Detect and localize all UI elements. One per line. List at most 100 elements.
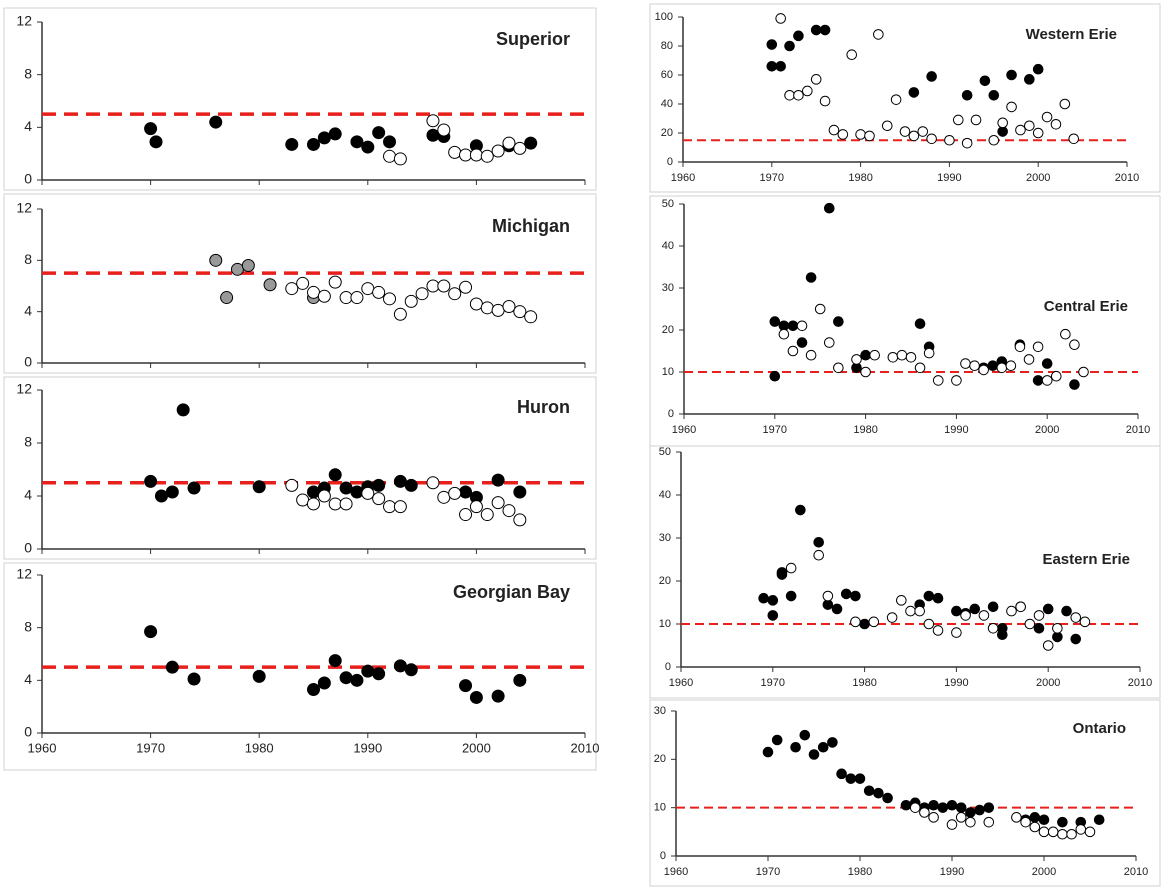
data-point xyxy=(339,671,353,685)
data-point xyxy=(869,349,880,361)
data-point xyxy=(836,768,847,780)
y-tick-label: 80 xyxy=(661,40,673,52)
data-point xyxy=(372,492,386,506)
data-point xyxy=(923,347,935,359)
data-point xyxy=(230,262,244,276)
panel-frame xyxy=(649,445,1161,699)
data-point xyxy=(873,787,884,799)
data-point xyxy=(899,126,911,137)
data-point xyxy=(965,807,976,818)
y-tick-label: 12 xyxy=(16,566,32,582)
data-point xyxy=(769,316,781,327)
data-point xyxy=(987,623,999,634)
data-point xyxy=(766,39,778,50)
data-point xyxy=(928,812,939,823)
x-tick-label: 2010 xyxy=(1115,172,1139,184)
data-point xyxy=(851,354,862,365)
x-tick-label: 2000 xyxy=(1036,677,1060,689)
data-point xyxy=(339,291,353,305)
x-tick-label: 1980 xyxy=(853,424,877,436)
data-point xyxy=(914,362,926,374)
y-tick-label: 8 xyxy=(24,434,32,450)
data-point xyxy=(955,802,967,813)
data-point xyxy=(813,537,825,548)
data-point xyxy=(785,590,797,602)
data-point xyxy=(969,603,981,615)
data-point xyxy=(1032,375,1044,386)
data-point xyxy=(833,362,844,374)
data-point xyxy=(1033,623,1045,634)
data-point xyxy=(1032,63,1044,75)
y-tick-label: 8 xyxy=(24,65,32,81)
data-point xyxy=(905,352,917,363)
data-point xyxy=(296,493,310,507)
data-point xyxy=(859,618,870,630)
y-tick-label: 12 xyxy=(16,13,32,29)
data-point xyxy=(819,95,831,107)
x-tick-label: 1990 xyxy=(353,740,382,755)
y-tick-label: 20 xyxy=(662,324,674,336)
data-point xyxy=(961,90,973,101)
data-point xyxy=(787,345,799,357)
data-point xyxy=(896,349,908,361)
data-point xyxy=(1038,814,1050,826)
data-point xyxy=(149,135,163,149)
data-point xyxy=(144,122,158,136)
data-point xyxy=(1014,341,1026,353)
x-tick-label: 1990 xyxy=(944,424,968,436)
data-point xyxy=(372,667,386,681)
data-point xyxy=(775,13,786,24)
data-point xyxy=(1041,358,1053,369)
y-tick-label: 20 xyxy=(659,575,671,587)
data-point xyxy=(854,773,866,784)
data-point xyxy=(437,490,451,504)
y-tick-label: 10 xyxy=(654,802,666,814)
y-tick-label: 20 xyxy=(654,753,666,765)
data-point xyxy=(909,802,921,813)
x-tick-label: 2000 xyxy=(1026,172,1050,184)
data-point xyxy=(307,285,320,299)
data-point xyxy=(1052,623,1063,634)
data-point xyxy=(784,90,795,101)
y-tick-label: 12 xyxy=(16,381,32,397)
data-point xyxy=(1024,120,1035,132)
data-point xyxy=(350,485,364,499)
data-point xyxy=(932,375,944,386)
data-point xyxy=(767,610,779,621)
data-point xyxy=(1047,826,1059,838)
data-point xyxy=(404,663,418,677)
y-tick-label: 4 xyxy=(24,302,32,318)
y-tick-label: 10 xyxy=(659,618,671,630)
x-tick-label: 1970 xyxy=(136,740,165,755)
y-tick-label: 30 xyxy=(662,282,674,294)
y-tick-label: 30 xyxy=(659,532,671,544)
data-point xyxy=(426,279,440,293)
data-point xyxy=(882,792,893,804)
data-point xyxy=(513,141,527,155)
y-tick-label: 40 xyxy=(659,489,671,501)
data-point xyxy=(448,287,462,301)
y-tick-label: 12 xyxy=(16,200,32,216)
data-point xyxy=(209,115,223,129)
x-tick-label: 2010 xyxy=(1124,866,1148,878)
y-tick-label: 0 xyxy=(660,850,666,862)
data-point xyxy=(965,816,976,828)
y-tick-label: 60 xyxy=(661,69,673,81)
data-point xyxy=(524,136,538,150)
y-tick-label: 0 xyxy=(24,540,32,556)
data-point xyxy=(1070,633,1082,645)
data-point xyxy=(144,474,158,488)
data-point xyxy=(886,612,898,623)
data-point xyxy=(881,120,893,132)
data-point xyxy=(393,659,407,673)
data-point xyxy=(154,489,168,503)
data-point xyxy=(317,131,331,145)
data-point xyxy=(937,802,949,813)
panel-title: Superior xyxy=(496,29,570,49)
data-point xyxy=(831,603,843,615)
data-point xyxy=(988,90,1000,101)
data-point xyxy=(328,468,342,482)
data-point xyxy=(775,61,786,72)
data-point xyxy=(513,485,527,499)
data-point xyxy=(864,130,875,142)
